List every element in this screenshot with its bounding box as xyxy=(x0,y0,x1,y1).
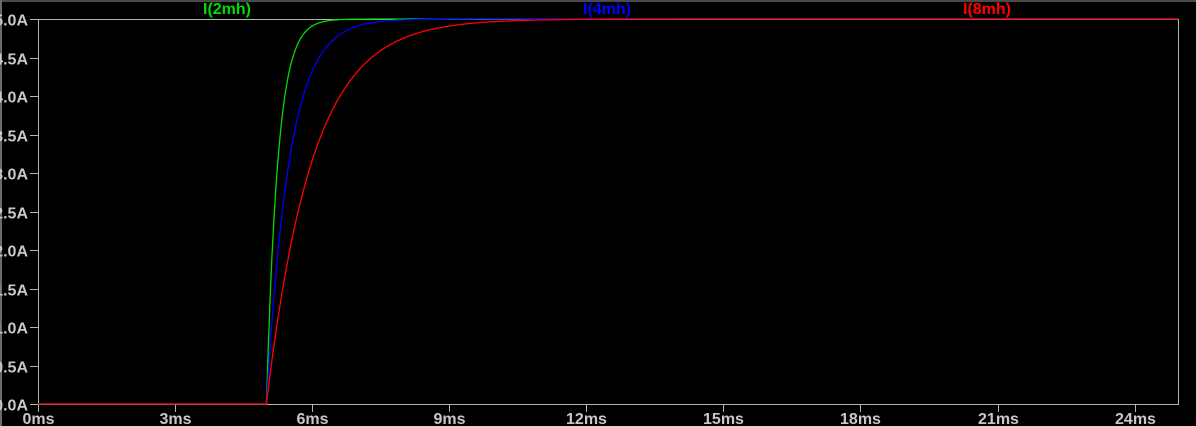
trace-i2mh xyxy=(38,18,1178,405)
window-border-top xyxy=(0,0,1196,2)
y-tick-label[interactable]: 2.0A xyxy=(0,244,28,261)
x-tick-label[interactable]: 3ms xyxy=(159,411,191,426)
y-tick-label[interactable]: 0.0A xyxy=(0,398,28,415)
legend-trace-i2mh[interactable]: I(2mh) xyxy=(203,1,251,18)
trace-i8mh xyxy=(38,18,1178,405)
x-tick-label[interactable]: 9ms xyxy=(433,411,465,426)
x-tick-label[interactable]: 15ms xyxy=(703,411,744,426)
y-tick-label[interactable]: 0.5A xyxy=(0,360,28,377)
y-tick-label[interactable]: 3.5A xyxy=(0,129,28,146)
y-axis[interactable]: 5.0A 4.5A 4.0A 3.5A 3.0A 2.5A 2.0A 1.5A 1.0A 0.5A… xyxy=(0,13,38,415)
y-tick-label[interactable]: 2.5A xyxy=(0,206,28,223)
plot-border xyxy=(38,19,1179,405)
legend-trace-i4mh[interactable]: I(4mh) xyxy=(583,1,631,18)
x-tick-label[interactable]: 12ms xyxy=(566,411,607,426)
y-tick-label[interactable]: 1.5A xyxy=(0,283,28,300)
window-border-left xyxy=(0,0,2,426)
y-tick-label[interactable]: 5.0A xyxy=(0,13,28,30)
legend-trace-i8mh[interactable]: I(8mh) xyxy=(963,1,1011,18)
y-tick-label[interactable]: 1.0A xyxy=(0,321,28,338)
y-tick-label[interactable]: 4.5A xyxy=(0,52,28,69)
trace-i4mh xyxy=(38,18,1178,405)
y-tick-label[interactable]: 3.0A xyxy=(0,167,28,184)
x-tick-label[interactable]: 6ms xyxy=(296,411,328,426)
x-tick-label[interactable]: 24ms xyxy=(1115,411,1156,426)
x-axis[interactable]: 0ms 3ms 6ms 9ms 12ms 15ms 18ms 21ms 24ms xyxy=(22,404,1156,426)
y-tick-label[interactable]: 4.0A xyxy=(0,90,28,107)
x-tick-label[interactable]: 0ms xyxy=(22,411,54,426)
x-tick-label[interactable]: 21ms xyxy=(978,411,1019,426)
x-tick-label[interactable]: 18ms xyxy=(840,411,881,426)
